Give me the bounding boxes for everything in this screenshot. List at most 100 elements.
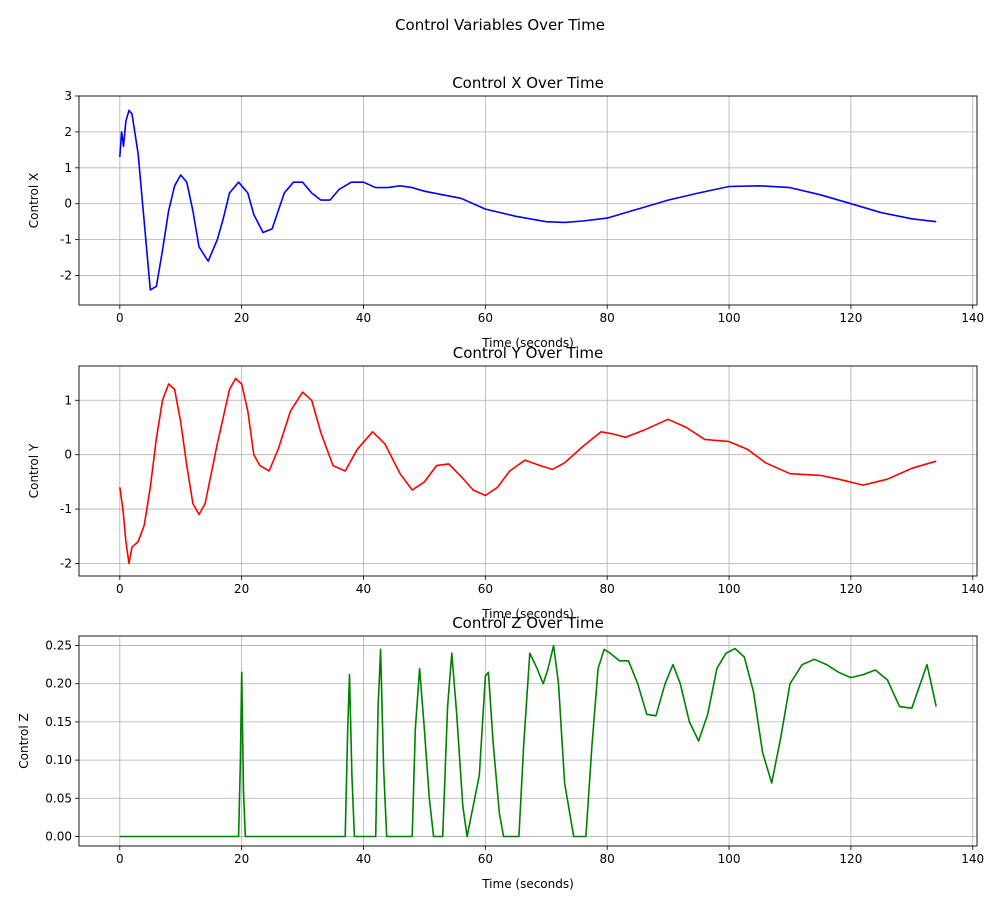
data-point — [302, 182, 303, 183]
data-point — [290, 411, 291, 412]
data-point — [241, 383, 242, 384]
data-point — [637, 683, 638, 684]
subplot-2: 0 20 40 60 80 100 120 140 -2 -1 0 1 Control Y Over T… — [27, 344, 984, 621]
y-tick-label: -1 — [60, 233, 72, 247]
data-point — [205, 503, 206, 504]
data-point — [412, 836, 413, 837]
data-point — [493, 744, 494, 745]
x-tick-label: 120 — [839, 311, 862, 325]
data-point — [820, 475, 821, 476]
y-tick-label: 0.15 — [45, 715, 72, 729]
data-point — [668, 200, 669, 201]
data-point — [529, 653, 530, 654]
data-point — [150, 289, 151, 290]
data-point — [762, 752, 763, 753]
data-point — [747, 449, 748, 450]
data-point — [728, 441, 729, 442]
series-line-1 — [119, 644, 937, 838]
data-point — [138, 541, 139, 542]
data-point — [351, 775, 352, 776]
data-point — [119, 156, 120, 157]
data-point — [245, 836, 246, 837]
data-point — [863, 674, 864, 675]
data-point — [262, 232, 263, 233]
data-point — [243, 790, 244, 791]
y-axis-label: Control Z — [17, 713, 31, 768]
data-point — [881, 212, 882, 213]
data-point — [247, 411, 248, 412]
subplot-title: Control Y Over Time — [453, 344, 603, 362]
data-point — [744, 656, 745, 657]
data-point — [564, 782, 565, 783]
data-point — [607, 218, 608, 219]
data-point — [247, 192, 248, 193]
data-point — [302, 392, 303, 393]
data-point — [591, 744, 592, 745]
data-point — [311, 400, 312, 401]
data-point — [229, 192, 230, 193]
data-point — [339, 189, 340, 190]
data-point — [168, 383, 169, 384]
data-point — [601, 431, 602, 432]
data-point — [625, 437, 626, 438]
data-point — [198, 514, 199, 515]
data-point — [156, 286, 157, 287]
data-point — [125, 121, 126, 122]
data-point — [936, 706, 937, 707]
data-point — [269, 470, 270, 471]
data-point — [460, 476, 461, 477]
data-point — [329, 200, 330, 201]
data-point — [814, 659, 815, 660]
data-point — [259, 465, 260, 466]
data-point — [820, 194, 821, 195]
data-point — [442, 194, 443, 195]
x-tick-label: 20 — [234, 582, 249, 596]
data-point — [789, 683, 790, 684]
data-point — [451, 653, 452, 654]
data-point — [442, 836, 443, 837]
data-point — [293, 182, 294, 183]
data-point — [524, 460, 525, 461]
data-point — [320, 200, 321, 201]
data-point — [637, 209, 638, 210]
x-tick-label: 80 — [600, 852, 615, 866]
data-point — [121, 131, 122, 132]
data-point — [400, 185, 401, 186]
data-point — [131, 547, 132, 548]
data-point — [345, 470, 346, 471]
data-point — [412, 489, 413, 490]
data-point — [387, 187, 388, 188]
x-tick-label: 140 — [961, 852, 984, 866]
data-point — [168, 210, 169, 211]
data-point — [119, 487, 120, 488]
data-point — [372, 431, 373, 432]
y-tick-label: -1 — [60, 502, 72, 516]
data-point — [573, 836, 574, 837]
data-point — [386, 836, 387, 837]
data-point — [759, 185, 760, 186]
data-point — [546, 221, 547, 222]
data-point — [863, 485, 864, 486]
data-point — [540, 465, 541, 466]
x-tick-label: 100 — [718, 311, 741, 325]
data-point — [509, 470, 510, 471]
data-point — [238, 836, 239, 837]
data-point — [380, 649, 381, 650]
data-point — [375, 836, 376, 837]
data-point — [384, 443, 385, 444]
data-point — [354, 836, 355, 837]
series-line-1 — [119, 109, 937, 291]
data-point — [485, 209, 486, 210]
data-point — [419, 668, 420, 669]
y-tick-label: 1 — [64, 161, 72, 175]
subplot-title: Control X Over Time — [452, 74, 604, 92]
x-tick-label: 60 — [478, 311, 493, 325]
y-tick-label: 0.00 — [45, 829, 72, 843]
series-line-1 — [119, 377, 937, 565]
x-tick-label: 0 — [116, 582, 124, 596]
data-point — [668, 419, 669, 420]
data-point — [217, 443, 218, 444]
x-tick-label: 40 — [356, 311, 371, 325]
data-point — [548, 668, 549, 669]
data-point — [537, 668, 538, 669]
